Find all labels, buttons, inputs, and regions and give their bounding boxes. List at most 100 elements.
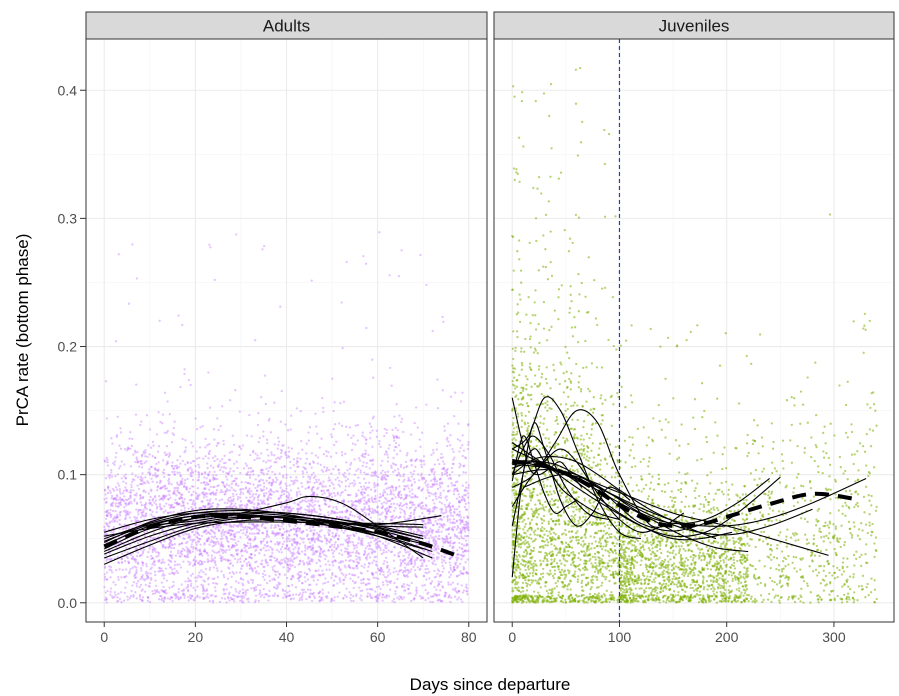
scatter-point xyxy=(207,371,210,374)
scatter-point xyxy=(332,599,336,602)
scatter-point xyxy=(266,533,269,536)
scatter-point xyxy=(392,456,395,460)
scatter-point xyxy=(116,473,119,476)
scatter-point xyxy=(454,587,457,590)
scatter-point xyxy=(336,529,339,532)
scatter-point xyxy=(322,489,325,492)
scatter-point xyxy=(369,595,372,598)
scatter-point xyxy=(163,431,166,434)
scatter-point xyxy=(432,467,435,471)
scatter-point xyxy=(159,569,163,572)
scatter-point xyxy=(168,413,171,416)
scatter-point xyxy=(393,581,396,585)
scatter-point xyxy=(163,451,166,454)
scatter-point xyxy=(438,478,441,481)
scatter-point xyxy=(170,464,174,468)
scatter-point xyxy=(283,593,286,596)
scatter-point xyxy=(291,544,294,547)
scatter-point xyxy=(118,501,122,504)
scatter-point xyxy=(198,548,202,551)
scatter-point xyxy=(208,478,212,481)
scatter-point xyxy=(380,478,383,481)
scatter-point xyxy=(311,539,314,542)
scatter-point xyxy=(367,541,370,545)
scatter-point xyxy=(330,433,333,436)
scatter-point xyxy=(460,535,463,538)
scatter-point xyxy=(305,573,309,576)
scatter-point xyxy=(265,479,268,482)
scatter-point xyxy=(207,583,210,586)
scatter-point xyxy=(351,567,354,570)
scatter-point xyxy=(189,596,192,599)
scatter-point xyxy=(198,552,201,556)
scatter-point xyxy=(382,562,385,565)
scatter-point xyxy=(414,406,418,409)
scatter-point xyxy=(462,537,465,540)
scatter-point xyxy=(245,503,249,506)
scatter-point xyxy=(364,262,368,265)
scatter-point xyxy=(465,535,469,538)
scatter-point xyxy=(401,598,404,601)
scatter-point xyxy=(320,540,323,543)
scatter-point xyxy=(243,546,246,549)
scatter-point xyxy=(333,511,336,515)
scatter-point xyxy=(168,489,171,493)
scatter-point xyxy=(124,482,128,485)
scatter-point xyxy=(335,548,338,551)
scatter-point xyxy=(360,507,363,511)
scatter-point xyxy=(260,452,263,455)
scatter-point xyxy=(265,533,269,537)
scatter-point xyxy=(353,482,357,485)
scatter-point xyxy=(197,495,200,498)
scatter-point xyxy=(294,546,297,549)
scatter-point xyxy=(155,584,158,588)
scatter-point xyxy=(168,598,172,601)
scatter-point xyxy=(212,536,215,539)
scatter-point xyxy=(291,574,295,577)
scatter-point xyxy=(435,594,438,597)
scatter-point xyxy=(312,476,316,479)
scatter-point xyxy=(439,507,442,511)
scatter-point xyxy=(368,562,371,565)
scatter-point xyxy=(250,566,253,569)
scatter-point xyxy=(104,591,107,594)
scatter-point xyxy=(292,480,295,483)
scatter-point xyxy=(180,496,183,499)
scatter-point xyxy=(228,451,232,454)
scatter-point xyxy=(347,564,351,567)
scatter-point xyxy=(191,502,194,506)
scatter-point xyxy=(367,453,370,457)
scatter-point xyxy=(277,440,281,443)
scatter-point xyxy=(190,505,193,509)
scatter-point xyxy=(187,560,190,563)
scatter-point xyxy=(333,443,336,447)
scatter-point xyxy=(457,493,460,496)
scatter-point xyxy=(304,508,307,511)
scatter-point xyxy=(235,505,238,509)
scatter-point xyxy=(308,477,312,481)
scatter-point xyxy=(363,511,366,514)
scatter-point xyxy=(125,503,128,507)
scatter-point xyxy=(143,503,146,507)
scatter-point xyxy=(360,518,363,521)
scatter-point xyxy=(166,511,170,515)
scatter-point xyxy=(407,553,411,557)
scatter-point xyxy=(415,458,418,461)
scatter-point xyxy=(315,583,318,586)
scatter-point xyxy=(349,597,352,600)
scatter-point xyxy=(434,549,438,552)
scatter-point xyxy=(281,536,285,540)
scatter-point xyxy=(194,589,197,592)
scatter-point xyxy=(151,504,154,507)
scatter-point xyxy=(386,510,389,513)
scatter-point xyxy=(455,520,458,523)
scatter-point xyxy=(213,278,216,282)
scatter-point xyxy=(355,543,358,547)
scatter-point xyxy=(262,587,265,591)
scatter-point xyxy=(257,502,260,506)
scatter-point xyxy=(331,573,334,577)
scatter-point xyxy=(374,500,378,503)
scatter-point xyxy=(114,475,117,478)
scatter-point xyxy=(228,505,232,508)
scatter-point xyxy=(433,538,436,542)
